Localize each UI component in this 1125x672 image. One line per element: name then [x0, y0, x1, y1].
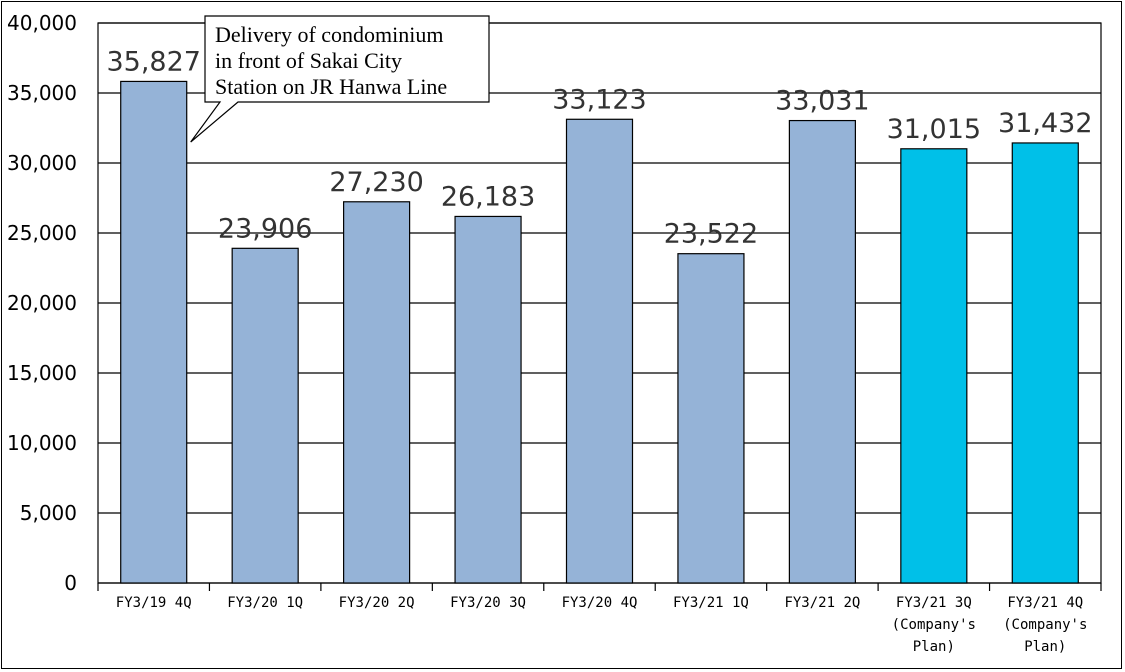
- category-label-5: FY3/21 1Q: [673, 595, 749, 611]
- category-label-3: FY3/20 3Q: [450, 595, 526, 611]
- y-tick-label: 35,000: [7, 81, 77, 105]
- value-label-4: 33,123: [552, 84, 646, 115]
- category-label-7: (Company's: [892, 617, 976, 633]
- value-label-1: 23,906: [218, 213, 312, 244]
- y-axis-ticks: 0 5,000 10,000 15,000 20,000 25,000 30,000 35,0…: [7, 11, 77, 595]
- bar-2: [343, 201, 411, 584]
- y-tick-label: 0: [64, 571, 77, 595]
- y-tick-label: 20,000: [7, 291, 77, 315]
- value-label-6: 33,031: [775, 86, 869, 117]
- bars: [120, 80, 1079, 584]
- category-label-8: (Company's: [1003, 617, 1087, 633]
- callout-text: Station on JR Hanwa Line: [215, 74, 447, 99]
- x-axis-labels: FY3/19 4Q FY3/20 1Q FY3/20 2Q FY3/20 3Q FY3/…: [116, 595, 1088, 655]
- category-label-2: FY3/20 2Q: [339, 595, 415, 611]
- value-label-5: 23,522: [664, 219, 758, 250]
- category-label-0: FY3/19 4Q: [116, 595, 192, 611]
- category-label-7: Plan): [913, 639, 955, 655]
- value-labels: 35,827 23,906 27,230 26,183 33,123 23,522 33,0…: [106, 46, 1092, 249]
- bar-4: [565, 118, 634, 584]
- bar-6: [788, 119, 856, 584]
- value-label-8: 31,432: [998, 108, 1092, 139]
- bar-5: [677, 253, 745, 584]
- category-label-8: Plan): [1024, 639, 1066, 655]
- value-label-0: 35,827: [106, 46, 200, 77]
- category-label-7: FY3/21 3Q: [896, 595, 972, 611]
- value-label-7: 31,015: [887, 114, 981, 145]
- bar-3: [454, 215, 522, 584]
- bar-1: [231, 247, 299, 584]
- category-label-6: FY3/21 2Q: [784, 595, 860, 611]
- category-label-4: FY3/20 4Q: [562, 595, 638, 611]
- y-tick-label: 5,000: [20, 501, 77, 525]
- callout-text: Delivery of condominium: [215, 22, 444, 47]
- y-tick-label: 30,000: [7, 151, 77, 175]
- y-tick-label: 15,000: [7, 361, 77, 385]
- category-label-1: FY3/20 1Q: [227, 595, 303, 611]
- bar-0: [120, 80, 188, 584]
- y-tick-label: 40,000: [7, 11, 77, 35]
- bar-8: [1011, 142, 1079, 584]
- value-label-2: 27,230: [329, 167, 423, 198]
- bar-7: [900, 148, 968, 584]
- category-label-8: FY3/21 4Q: [1007, 595, 1083, 611]
- callout-text: in front of Sakai City: [215, 48, 402, 73]
- value-label-3: 26,183: [441, 181, 535, 212]
- y-tick-label: 25,000: [7, 221, 77, 245]
- callout-box: [190, 15, 490, 143]
- y-tick-label: 10,000: [7, 431, 77, 455]
